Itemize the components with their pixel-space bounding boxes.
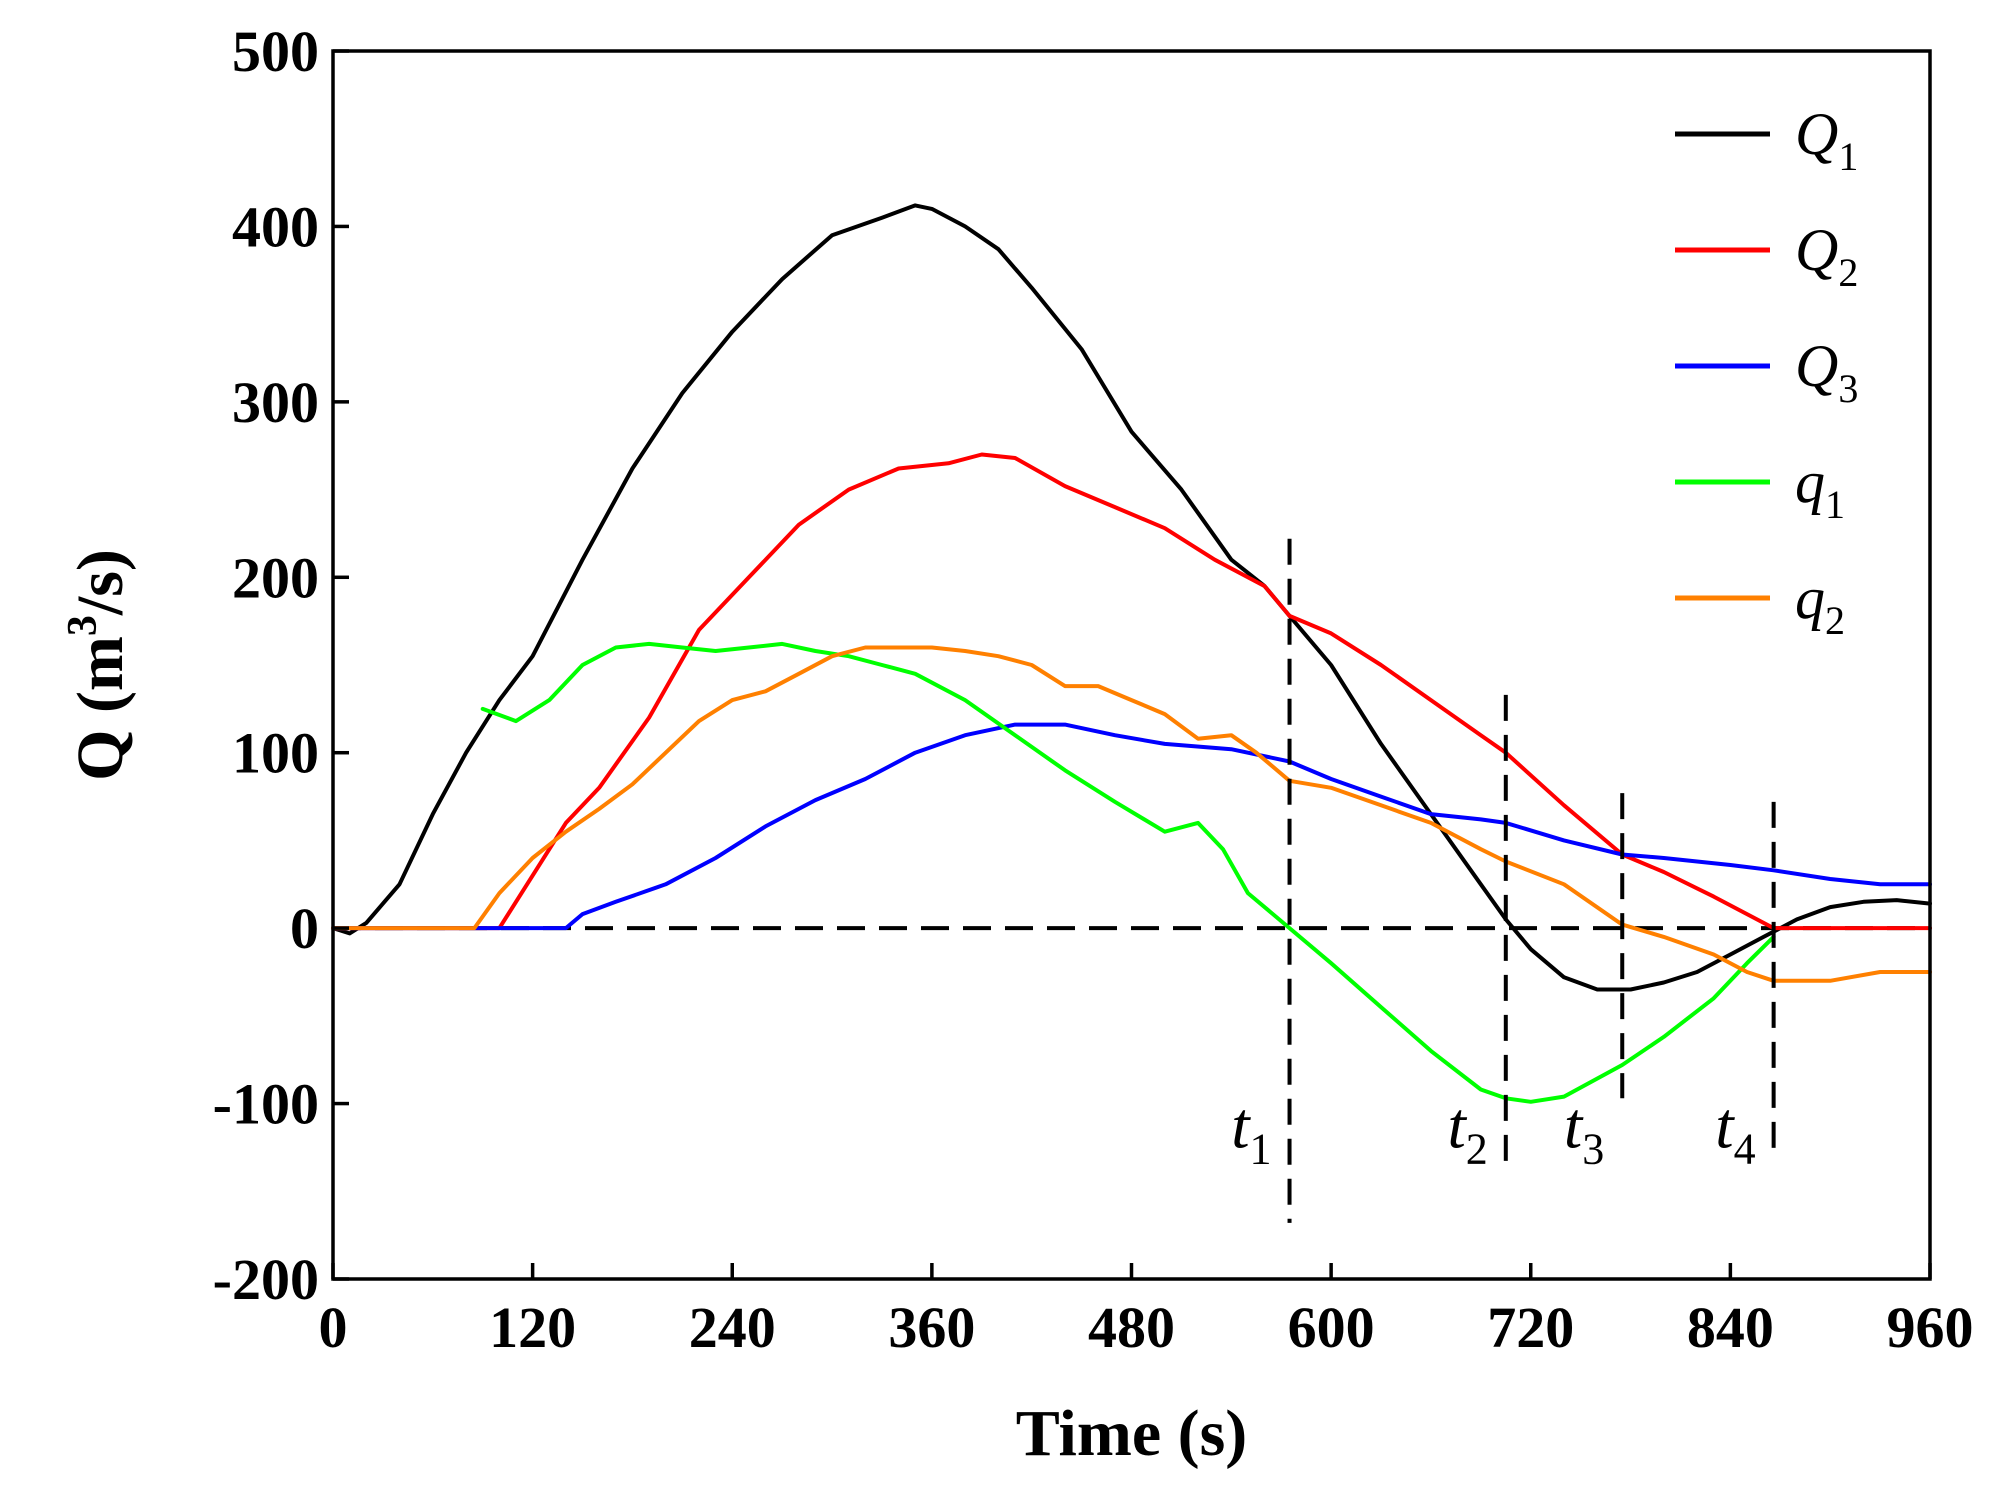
y-tick-label: -200 — [213, 1247, 319, 1312]
marker-label-t2: t2 — [1447, 1089, 1487, 1173]
marker-label-sub: 3 — [1582, 1124, 1604, 1173]
legend-label-main: Q — [1795, 333, 1838, 399]
x-tick-label: 360 — [888, 1295, 975, 1360]
series-line-q2 — [331, 645, 1932, 983]
x-tick-label: 600 — [1288, 1295, 1375, 1360]
series-line-Q2 — [331, 452, 1932, 931]
series-line-Q3 — [331, 722, 1932, 931]
x-tick-label: 960 — [1887, 1295, 1974, 1360]
legend-label-Q3: Q3 — [1795, 333, 1858, 411]
legend-label-main: Q — [1795, 101, 1838, 167]
legend-label-main: q — [1795, 449, 1825, 515]
series-layer — [331, 203, 1932, 1104]
y-tick-label: 400 — [232, 194, 319, 259]
marker-label-main: t — [1447, 1089, 1467, 1162]
marker-label-t3: t3 — [1564, 1089, 1604, 1173]
legend-label-sub: 1 — [1825, 482, 1845, 527]
legend-label-sub: 2 — [1825, 598, 1845, 643]
marker-label-t1: t1 — [1231, 1089, 1271, 1173]
y-tick-label: 200 — [232, 545, 319, 610]
x-tick-label: 840 — [1687, 1295, 1774, 1360]
y-tick-label: 300 — [232, 370, 319, 435]
marker-label-t4: t4 — [1715, 1089, 1755, 1173]
legend-label-Q2: Q2 — [1795, 217, 1858, 295]
y-tick-label: 100 — [232, 721, 319, 786]
marker-label-sub: 1 — [1250, 1124, 1272, 1173]
marker-label-sub: 4 — [1734, 1124, 1756, 1173]
legend-label-sub: 3 — [1838, 366, 1858, 411]
legend-label-q2: q2 — [1795, 565, 1845, 643]
x-tick-label: 720 — [1487, 1295, 1574, 1360]
legend-label-sub: 1 — [1838, 134, 1858, 179]
x-axis-title: Time (s) — [1016, 1397, 1248, 1470]
marker-label-main: t — [1564, 1089, 1584, 1162]
y-axis-title-main: Q (m — [64, 636, 137, 781]
legend-label-sub: 2 — [1838, 250, 1858, 295]
y-axis-title: Q (m3/s) — [60, 549, 137, 781]
y-axis-title-tail: /s) — [64, 549, 137, 616]
time-markers: t1 t2 t3 t4 — [1231, 538, 1776, 1223]
series-line-Q1 — [331, 203, 1932, 992]
x-tick-label: 0 — [319, 1295, 348, 1360]
legend-label-q1: q1 — [1795, 449, 1845, 527]
plot-frame — [331, 49, 1932, 1281]
axis-ticks: 0 120 240 360 480 600 720 840 960500400300200100… — [213, 19, 1974, 1360]
y-tick-label: 500 — [232, 19, 319, 84]
legend-label-main: Q — [1795, 217, 1838, 283]
legend-label-Q1: Q1 — [1795, 101, 1858, 179]
y-axis-title-sup: 3 — [60, 615, 106, 636]
legend-label-main: q — [1795, 565, 1825, 631]
y-tick-label: -100 — [213, 1072, 319, 1137]
y-tick-label: 0 — [290, 896, 319, 961]
marker-label-main: t — [1715, 1089, 1735, 1162]
x-tick-label: 120 — [489, 1295, 576, 1360]
marker-label-main: t — [1231, 1089, 1251, 1162]
x-tick-label: 480 — [1088, 1295, 1175, 1360]
series-line-q1 — [480, 641, 1776, 1104]
x-tick-label: 240 — [689, 1295, 776, 1360]
marker-label-sub: 2 — [1466, 1124, 1488, 1173]
